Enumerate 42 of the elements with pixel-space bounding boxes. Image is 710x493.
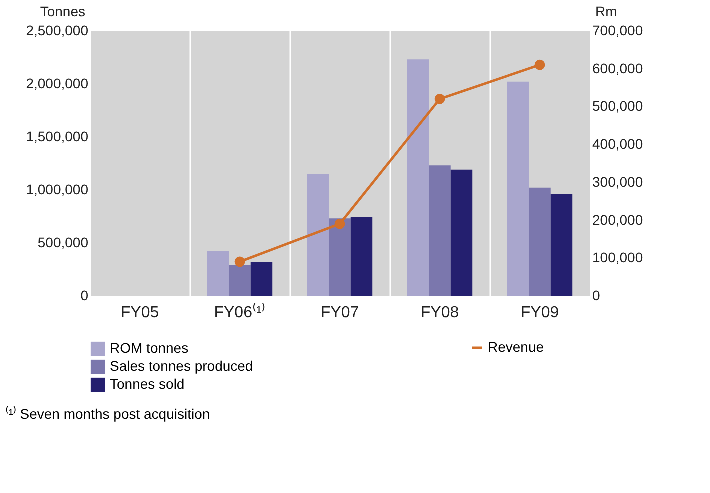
y2-tick-label: 0 [592, 288, 600, 304]
y2-tick-label: 200,000 [592, 212, 644, 228]
bar [250, 262, 273, 296]
y2-axis-title: Rm [596, 4, 618, 20]
y-tick-label: 2,000,000 [26, 76, 89, 92]
x-tick-label: FY06⁽¹⁾ [214, 302, 266, 322]
bar [207, 251, 230, 296]
legend-label: ROM tonnes [110, 340, 189, 356]
legend-label: Sales tonnes produced [110, 358, 254, 374]
y2-tick-label: 100,000 [592, 250, 644, 266]
y-tick-label: 0 [80, 288, 89, 304]
y-tick-label: 1,500,000 [26, 128, 89, 144]
x-tick-label: FY09 [520, 304, 560, 322]
y-tick-label: 500,000 [38, 234, 89, 250]
y-tick-label: 2,500,000 [26, 22, 89, 38]
bar [329, 218, 351, 296]
legend-label: Tonnes sold [110, 376, 185, 392]
text: ⁽¹⁾ Seven months post acquisition [6, 406, 210, 422]
bar [429, 166, 451, 296]
y2-tick-label: 400,000 [592, 136, 644, 152]
bar [350, 218, 373, 296]
point [234, 256, 246, 268]
x-tick-label: FY05 [120, 304, 160, 322]
bar [529, 188, 551, 296]
x-tick-label: FY07 [320, 304, 360, 322]
bar [407, 60, 430, 296]
bar [229, 265, 251, 296]
y-axis-title: Tonnes [40, 4, 86, 20]
bar [550, 194, 573, 296]
x-tick-label: FY08 [420, 304, 460, 322]
y-tick-label: 1,000,000 [26, 182, 89, 198]
y2-tick-label: 600,000 [592, 60, 644, 76]
legend-label: Revenue [488, 339, 544, 355]
y2-tick-label: 300,000 [592, 174, 644, 190]
point [534, 60, 546, 70]
y2-tick-label: 700,000 [592, 22, 644, 38]
bar [307, 174, 330, 296]
bar [450, 170, 473, 296]
bar [507, 82, 530, 296]
point [334, 218, 346, 230]
y2-tick-label: 500,000 [592, 98, 644, 114]
point [434, 94, 446, 104]
